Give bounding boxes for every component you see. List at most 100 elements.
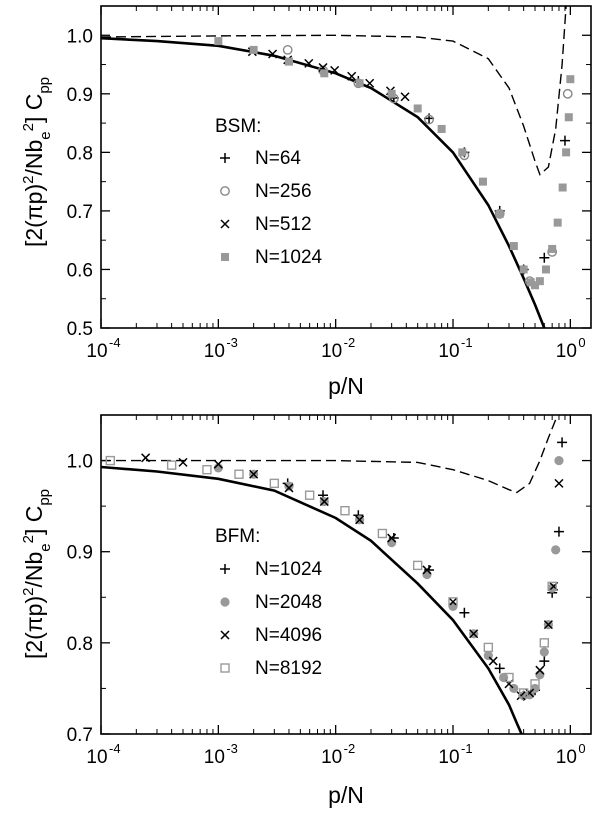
solid-curve bbox=[101, 36, 546, 328]
data-point bbox=[424, 114, 434, 125]
data-point bbox=[559, 135, 570, 146]
x-tick-label: 10 -1 bbox=[438, 741, 472, 768]
data-point bbox=[284, 483, 294, 493]
series-4 bbox=[214, 37, 575, 290]
data-point bbox=[284, 57, 293, 66]
x-tick-label: 10 -3 bbox=[204, 335, 238, 362]
x-tick-label: 10 -2 bbox=[321, 335, 355, 362]
data-point bbox=[548, 244, 557, 253]
data-point bbox=[166, 460, 177, 470]
x-tick-label-base: 10 bbox=[204, 341, 225, 362]
x-tick-label-exponent: -4 bbox=[109, 335, 121, 350]
x-tick-label-exponent: -3 bbox=[226, 741, 238, 756]
x-tick-label-exponent: -3 bbox=[226, 335, 238, 350]
data-point bbox=[330, 65, 340, 75]
data-point bbox=[355, 79, 364, 88]
x-tick-label: 10 -4 bbox=[86, 741, 120, 768]
y-tick-label: 1.0 bbox=[67, 26, 93, 47]
data-point bbox=[539, 252, 550, 263]
data-point bbox=[347, 71, 357, 81]
chart-panel-1: 0.50.60.70.80.91.010 -4 10 -3 10 -2 10 -1 10 0BSM… bbox=[20, 5, 592, 399]
data-point bbox=[483, 642, 494, 653]
legend-marker bbox=[220, 597, 230, 607]
data-point bbox=[105, 455, 115, 466]
data-point bbox=[249, 45, 258, 54]
y-axis-label-part: ] C bbox=[21, 506, 47, 535]
y-tick-label: 0.7 bbox=[67, 725, 93, 746]
x-tick-label: 10 -2 bbox=[321, 741, 355, 768]
data-point bbox=[509, 242, 518, 251]
data-point bbox=[213, 459, 223, 469]
dashed-curve bbox=[101, 415, 559, 494]
x-tick-label: 10 -3 bbox=[204, 741, 238, 768]
data-point bbox=[530, 679, 540, 689]
data-point bbox=[340, 506, 350, 516]
x-tick-label-base: 10 bbox=[86, 747, 107, 768]
data-point bbox=[448, 597, 458, 607]
series-3 bbox=[141, 453, 564, 701]
data-point bbox=[535, 670, 545, 680]
series-2 bbox=[282, 45, 573, 287]
data-point bbox=[519, 265, 528, 274]
legend-label: N=4096 bbox=[255, 625, 322, 646]
y-axis-label-part: /Nb bbox=[21, 140, 47, 176]
y-tick-label: 0.6 bbox=[67, 260, 93, 281]
y-axis-label-part: e bbox=[37, 543, 54, 551]
data-point bbox=[284, 481, 294, 491]
y-tick-label: 0.7 bbox=[67, 202, 93, 223]
plot-frame bbox=[100, 414, 592, 735]
data-point bbox=[387, 538, 397, 548]
data-point bbox=[304, 58, 314, 68]
x-axis-label: p/N bbox=[328, 782, 364, 808]
y-tick-label: 0.9 bbox=[67, 85, 93, 106]
data-point bbox=[539, 656, 550, 667]
data-point bbox=[387, 533, 397, 543]
data-point bbox=[516, 691, 526, 701]
x-tick-label: 10 0 bbox=[556, 741, 586, 768]
dashed-curve bbox=[101, 6, 567, 176]
legend: BSM: N=64 N=256 N=512 N=1024 bbox=[215, 116, 323, 268]
data-point bbox=[249, 469, 259, 479]
legend-marker bbox=[221, 253, 229, 261]
data-point bbox=[551, 545, 561, 555]
legend-label: N=512 bbox=[255, 214, 312, 235]
data-point bbox=[554, 478, 564, 488]
data-point bbox=[141, 453, 151, 463]
x-tick-label-base: 10 bbox=[321, 747, 342, 768]
legend-title: BFM: bbox=[215, 526, 260, 547]
y-axis-label-part: e bbox=[37, 131, 54, 139]
x-tick-label-exponent: 0 bbox=[578, 741, 585, 756]
x-tick-label-exponent: -2 bbox=[344, 741, 356, 756]
legend-label: N=8192 bbox=[255, 658, 322, 679]
legend-marker bbox=[220, 564, 230, 574]
data-point bbox=[202, 464, 212, 475]
data-point bbox=[355, 515, 365, 525]
data-point bbox=[478, 177, 487, 186]
y-axis-label-part: 2 bbox=[20, 588, 37, 596]
x-tick-label-exponent: 0 bbox=[578, 335, 585, 350]
y-tick-label: 0.5 bbox=[67, 319, 93, 340]
x-tick-label-exponent: -4 bbox=[109, 741, 121, 756]
x-tick-label: 10 -4 bbox=[86, 335, 120, 362]
x-tick-label-base: 10 bbox=[438, 341, 459, 362]
legend-label: N=1024 bbox=[255, 559, 323, 580]
data-point bbox=[535, 277, 544, 286]
solid-curve bbox=[101, 465, 524, 734]
legend-marker bbox=[220, 186, 230, 196]
x-tick-label-base: 10 bbox=[556, 747, 577, 768]
x-tick-label-exponent: -1 bbox=[461, 335, 473, 350]
data-point bbox=[178, 457, 188, 467]
data-point bbox=[531, 281, 540, 290]
data-point bbox=[488, 656, 498, 666]
y-axis-label-part: 2 bbox=[20, 535, 37, 543]
data-point bbox=[422, 565, 432, 575]
y-axis-label-part: /Nb bbox=[21, 552, 47, 588]
series-4 bbox=[105, 455, 557, 698]
data-point bbox=[554, 455, 564, 466]
data-point bbox=[459, 607, 470, 618]
x-tick-label-exponent: -2 bbox=[344, 335, 356, 350]
x-tick-label-base: 10 bbox=[204, 747, 225, 768]
chart-panel-2: 0.70.80.91.010 -4 10 -3 10 -2 10 -1 10 0BFM:N=102… bbox=[20, 414, 592, 808]
data-point bbox=[494, 208, 505, 219]
y-axis-label: [2(πp)2/Nbe2] Cpp bbox=[20, 77, 54, 247]
